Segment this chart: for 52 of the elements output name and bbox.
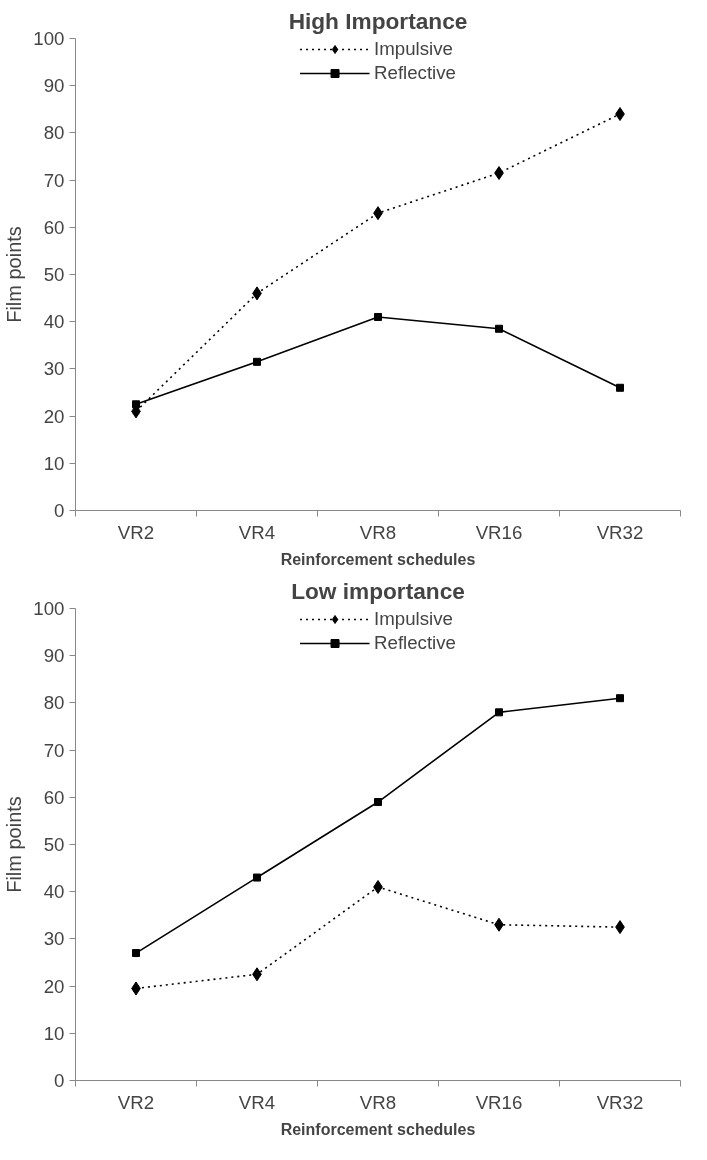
y-tick-label: 50 — [43, 264, 65, 285]
y-tick-label: 60 — [43, 216, 65, 238]
point — [253, 873, 261, 882]
y-tick-label: 80 — [43, 692, 65, 714]
y-tick-label: 0 — [54, 500, 65, 521]
y-tick-label: 0 — [54, 1070, 65, 1091]
legend-label: Impulsive — [374, 38, 453, 60]
point — [495, 324, 503, 333]
x-axis-title: Reinforcement schedules — [280, 1120, 476, 1138]
point — [616, 694, 624, 703]
x-axis-title: Reinforcement schedules — [280, 550, 476, 568]
y-tick-label: 100 — [33, 28, 65, 49]
y-tick-label: 40 — [43, 311, 65, 333]
y-axis-title: Film points — [3, 796, 26, 893]
x-tick-label: VR32 — [596, 1091, 644, 1113]
y-tick-label: 100 — [33, 598, 65, 619]
x-tick-label: VR4 — [238, 521, 276, 543]
y-tick-label: 10 — [43, 452, 65, 474]
x-tick-label: VR2 — [117, 1091, 155, 1113]
point — [495, 708, 503, 717]
y-tick-label: 10 — [43, 1022, 65, 1044]
x-tick-label: VR4 — [238, 1091, 276, 1113]
legend-label: Impulsive — [374, 608, 453, 630]
x-tick-label: VR8 — [359, 521, 397, 543]
point — [132, 400, 140, 409]
y-tick-label: 50 — [43, 834, 65, 855]
chart-title: Low importance — [291, 577, 465, 604]
legend-label: Reflective — [374, 632, 456, 654]
point — [253, 357, 261, 366]
y-tick-label: 70 — [43, 169, 65, 191]
y-tick-label: 20 — [43, 405, 65, 427]
point — [616, 383, 624, 392]
y-tick-label: 40 — [43, 881, 65, 903]
y-axis-title: Film points — [3, 226, 26, 323]
y-tick-label: 90 — [43, 75, 65, 97]
x-tick-label: VR8 — [359, 1091, 397, 1113]
x-tick-label: VR16 — [475, 1091, 523, 1113]
y-tick-label: 70 — [43, 739, 65, 761]
y-tick-label: 30 — [43, 358, 65, 380]
y-tick-label: 80 — [43, 122, 65, 144]
point — [374, 312, 382, 321]
chart-title: High Importance — [288, 7, 468, 34]
y-tick-label: 90 — [43, 645, 65, 667]
x-tick-label: VR16 — [475, 521, 523, 543]
legend-label: Reflective — [374, 62, 456, 84]
x-tick-label: VR32 — [596, 521, 644, 543]
point — [132, 949, 140, 958]
point — [374, 798, 382, 807]
y-tick-label: 30 — [43, 928, 65, 950]
y-tick-label: 60 — [43, 786, 65, 808]
y-tick-label: 20 — [43, 975, 65, 997]
x-tick-label: VR2 — [117, 521, 155, 543]
